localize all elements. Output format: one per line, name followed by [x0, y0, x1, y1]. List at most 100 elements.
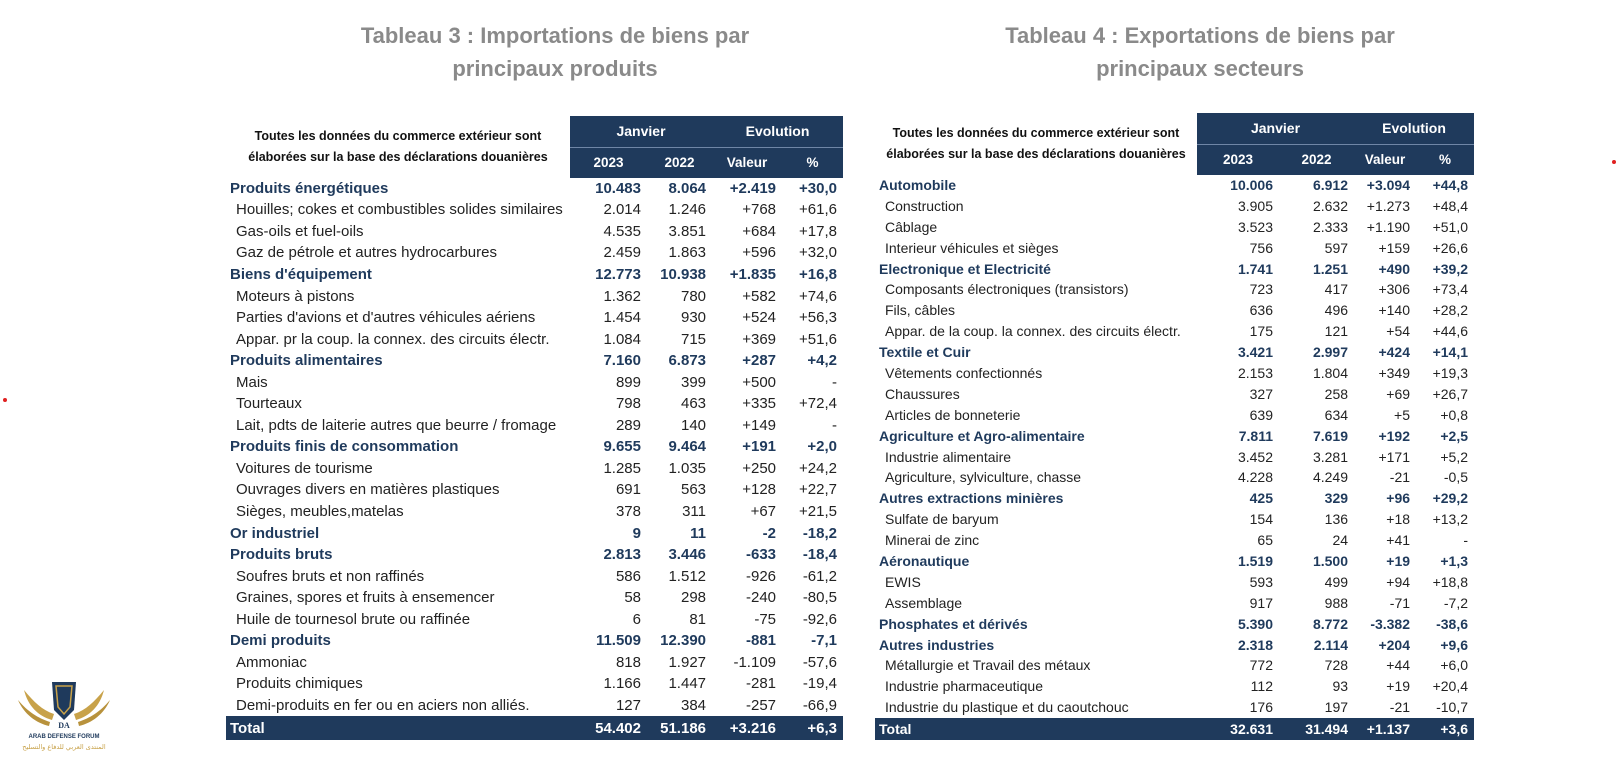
red-dot-marker	[1612, 160, 1616, 164]
row-pct: -	[832, 416, 838, 434]
table-row: Tourteaux 798 463 +335 +72,4	[226, 393, 843, 415]
table4-total-pct: +3,6	[1416, 717, 1475, 740]
row-pct: -38,6	[1436, 615, 1469, 632]
table4-total-row: Total 32.631 31.494 +1.137 +3,6	[875, 717, 1475, 740]
row-2023: 4.228	[1237, 469, 1273, 486]
row-2022: 1.035	[668, 459, 707, 477]
row-2023: 378	[615, 502, 641, 520]
row-2022: 463	[680, 395, 707, 413]
table3-header-janvier: Janvier	[570, 116, 713, 147]
row-valeur: +128	[742, 481, 777, 499]
imports-table: Toutes les données du commerce extérieur…	[226, 116, 844, 741]
row-2023: 10.006	[1230, 176, 1273, 193]
row-pct: -66,9	[802, 696, 838, 714]
table3-total-valeur: +3.216	[712, 716, 783, 741]
row-2022: 136	[1324, 511, 1349, 528]
row-label: Construction	[885, 197, 964, 214]
row-2023: 2.153	[1237, 364, 1273, 381]
table-row: EWIS 593 499 +94 +18,8	[875, 571, 1474, 592]
row-2022: 93	[1332, 678, 1349, 695]
row-2023: 1.362	[603, 287, 641, 305]
row-2022: 3.281	[1312, 448, 1349, 465]
table3-header-pct: %	[782, 146, 844, 178]
table4-header-valeur: Valeur	[1354, 143, 1417, 175]
row-label: Or industriel	[230, 524, 320, 542]
table-row: Industrie pharmaceutique 112 93 +19 +20,4	[875, 676, 1474, 697]
row-valeur: -21	[1389, 699, 1411, 716]
table-row: Moteurs à pistons 1.362 780 +582 +74,6	[226, 285, 843, 307]
row-pct: +2,0	[807, 438, 838, 456]
row-2023: 756	[1249, 239, 1273, 256]
table-row: Ouvrages divers en matières plastiques 69…	[226, 479, 843, 501]
row-2023: 176	[1249, 699, 1273, 716]
table-row: Mais 899 399 +500 -	[226, 371, 843, 393]
row-valeur: -21	[1389, 469, 1411, 486]
row-valeur: +369	[742, 330, 777, 348]
row-2023: 798	[615, 395, 641, 413]
row-2022: 6.873	[668, 352, 707, 370]
row-2022: 417	[1324, 281, 1349, 298]
table3-note-line2: élaborées sur la base des déclarations d…	[248, 149, 548, 164]
row-pct: -7,1	[811, 632, 838, 650]
table-row: Interieur véhicules et sièges 756 597 +159 +…	[875, 237, 1474, 258]
logo-text-en: ARAB DEFENSE FORUM	[28, 734, 99, 740]
table-row: Gaz de pétrole et autres hydrocarbures 2.…	[226, 242, 843, 264]
row-label: Textile et Cuir	[879, 344, 971, 361]
row-label: Produits bruts	[230, 546, 333, 564]
row-pct: +61,6	[799, 201, 838, 219]
row-label: Produits alimentaires	[230, 352, 383, 370]
row-valeur: +191	[742, 438, 777, 456]
table4-note-line2: élaborées sur la base des déclarations d…	[886, 146, 1186, 161]
table3-title-line2: principaux produits	[452, 56, 658, 81]
row-pct: +39,2	[1432, 260, 1469, 277]
row-valeur: +69	[1386, 385, 1411, 402]
row-pct: +29,2	[1432, 490, 1469, 507]
row-2022: 4.249	[1312, 469, 1349, 486]
table4-header-janvier: Janvier	[1197, 113, 1355, 144]
category-row: Produits bruts 2.813 3.446 -633 -18,4	[226, 544, 843, 566]
row-valeur: +171	[1378, 448, 1411, 465]
row-2022: 197	[1324, 699, 1349, 716]
row-valeur: -633	[745, 546, 777, 564]
row-valeur: -240	[745, 589, 777, 607]
table4-header-2022: 2022	[1279, 143, 1355, 175]
table-row: Industrie alimentaire 3.452 3.281 +171 +5,2	[875, 446, 1474, 467]
table4-total-label: Total	[875, 717, 1197, 740]
table4-header-pct: %	[1416, 143, 1475, 175]
row-pct: +22,7	[799, 481, 838, 499]
row-valeur: +2.419	[729, 179, 777, 197]
row-valeur: -881	[745, 632, 777, 650]
row-valeur: +44	[1386, 657, 1411, 674]
row-valeur: -2	[762, 524, 777, 542]
row-pct: -57,6	[802, 653, 838, 671]
row-valeur: +1.835	[729, 265, 777, 283]
table-row: Demi-produits en fer ou en aciers non al…	[226, 695, 843, 717]
row-2023: 112	[1250, 678, 1273, 695]
table3-total-2022: 51.186	[647, 716, 713, 741]
row-2022: 121	[1324, 323, 1349, 340]
row-2022: 1.804	[1312, 364, 1349, 381]
table-row: Fils, câbles 636 496 +140 +28,2	[875, 300, 1474, 321]
table4-note: Toutes les données du commerce extérieur…	[875, 113, 1197, 175]
row-2023: 1.454	[603, 309, 641, 327]
row-pct: +28,2	[1432, 302, 1469, 319]
table-row: Produits chimiques 1.166 1.447 -281 -19,4	[226, 673, 843, 695]
row-label: Parties d'avions et d'autres véhicules a…	[236, 309, 536, 327]
row-2023: 9.655	[603, 438, 641, 456]
row-2022: 728	[1324, 657, 1349, 674]
row-2022: 399	[680, 373, 707, 391]
category-row: Produits finis de consommation 9.655 9.464…	[226, 436, 843, 458]
row-label: Soufres bruts et non raffinés	[236, 567, 425, 585]
row-2023: 3.452	[1237, 448, 1273, 465]
row-valeur: +94	[1386, 573, 1411, 590]
row-label: Ammoniac	[236, 653, 307, 671]
row-2022: 988	[1324, 594, 1349, 611]
row-2023: 3.523	[1237, 218, 1273, 235]
row-valeur: +3.094	[1366, 176, 1411, 193]
row-2022: 1.512	[668, 567, 707, 585]
row-pct: +18,8	[1432, 573, 1469, 590]
row-pct: -	[832, 373, 838, 391]
row-2023: 818	[615, 653, 641, 671]
row-2022: 1.500	[1312, 552, 1349, 569]
row-2022: 7.619	[1312, 427, 1349, 444]
